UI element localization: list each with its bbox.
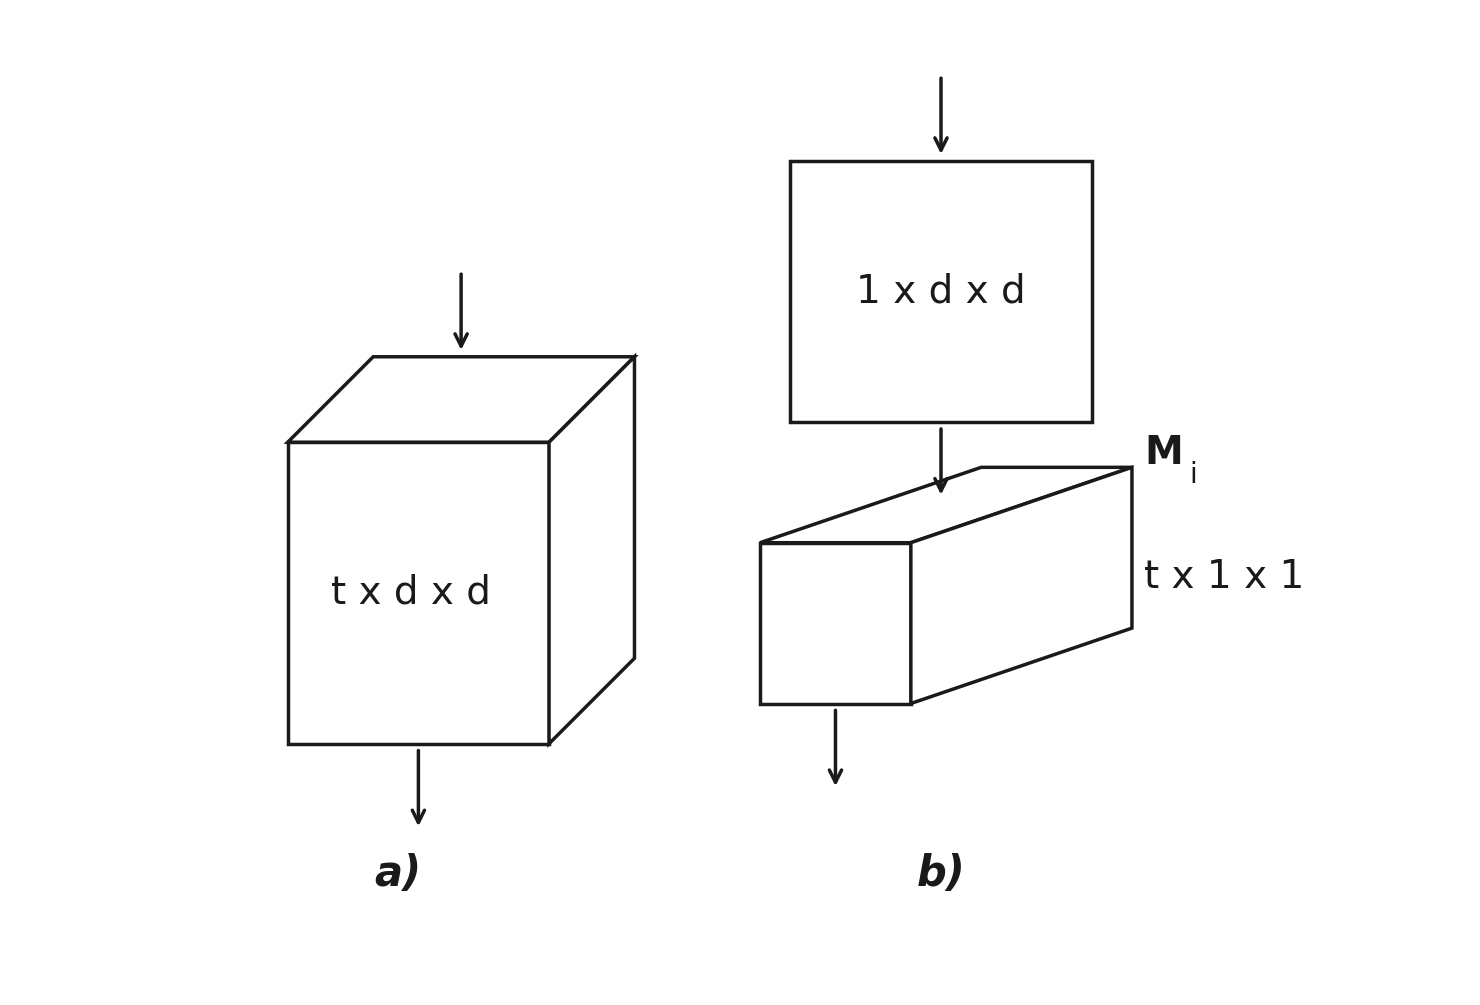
Polygon shape (287, 442, 549, 744)
Polygon shape (790, 161, 1092, 422)
Text: b): b) (916, 853, 965, 895)
Polygon shape (761, 543, 910, 704)
Text: 1 x d x d: 1 x d x d (857, 272, 1026, 311)
Text: a): a) (374, 853, 420, 895)
Polygon shape (549, 357, 635, 744)
Text: t x d x d: t x d x d (330, 574, 490, 612)
Polygon shape (910, 467, 1132, 704)
Text: i: i (1190, 461, 1197, 489)
Polygon shape (287, 357, 635, 442)
Text: t x 1 x 1: t x 1 x 1 (1144, 559, 1304, 596)
Polygon shape (761, 467, 1132, 543)
Text: M: M (1144, 434, 1183, 472)
